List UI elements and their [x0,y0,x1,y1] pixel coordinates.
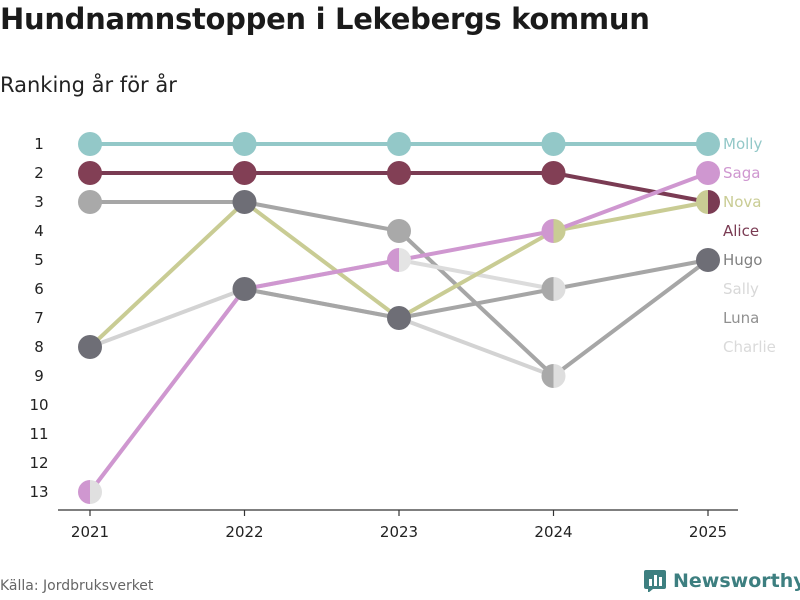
marker-hugo-2023 [387,306,411,330]
x-tick-label-2022: 2022 [225,523,263,541]
end-label-sally: Sally [723,280,759,298]
newsworthy-logo-icon [644,570,666,592]
end-label-luna: Luna [723,309,759,327]
marker-hugo-2025 [696,248,720,272]
end-label-alice: Alice [723,222,759,240]
marker-alice-2021 [78,161,102,185]
marker-luna-2023 [387,219,411,243]
newsworthy-logo-text: Newsworthy [673,570,800,592]
x-axis-ticks: 2021 2022 2023 2024 2025 [71,510,727,541]
marker-alice-2023 [387,161,411,185]
marker-molly-2023 [387,132,411,156]
y-tick-label-9: 9 [34,367,44,385]
marker-hugo-2021 [78,335,102,359]
y-tick-label-13: 13 [29,483,48,501]
y-tick-label-1: 1 [34,135,44,153]
marker-alice-2024 [541,161,566,185]
y-tick-label-10: 10 [29,396,48,414]
y-tick-label-7: 7 [34,309,44,327]
series-line-hugo [242,258,710,320]
source-note: Källa: Jordbruksverket [0,578,154,594]
series-markers [78,132,720,504]
end-label-molly: Molly [723,135,762,153]
marker-luna-2021 [78,190,102,214]
x-tick-label-2024: 2024 [534,523,572,541]
end-label-saga: Saga [723,164,760,182]
marker-hugo-2022 [232,277,257,301]
y-tick-label-5: 5 [34,251,44,269]
x-tick-label-2025: 2025 [689,523,727,541]
y-tick-label-6: 6 [34,280,44,298]
series-line-sally [88,258,556,494]
marker-molly-2024 [541,132,566,156]
newsworthy-logo[interactable]: Newsworthy [644,570,800,592]
marker-saga-2021 [78,480,102,504]
x-tick-label-2023: 2023 [380,523,418,541]
y-tick-label-12: 12 [29,454,48,472]
marker-luna-2024 [541,364,566,389]
x-tick-label-2021: 2021 [71,523,109,541]
y-tick-label-2: 2 [34,164,44,182]
marker-nova-2024 [541,219,566,243]
marker-saga-2025 [696,161,720,185]
series-end-labels: Molly Saga Nova Alice Hugo Sally Luna Charlie [723,135,776,356]
y-tick-label-11: 11 [29,425,48,443]
chart-title: Hundnamnstoppen i Lekebergs kommun [0,2,650,36]
marker-saga-2023 [387,248,411,272]
y-tick-label-3: 3 [34,193,44,211]
marker-hugo-2022 [232,190,257,214]
marker-luna-2024 [541,277,566,301]
marker-molly-2025 [696,132,720,156]
marker-molly-2021 [78,132,102,156]
end-label-nova: Nova [723,193,761,211]
marker-molly-2022 [232,132,257,156]
marker-alice-2022 [232,161,257,185]
marker-nova-2025 [696,190,720,214]
end-label-hugo: Hugo [723,251,763,269]
y-tick-label-4: 4 [34,222,44,240]
chart-subtitle: Ranking år för år [0,73,177,97]
end-label-charlie: Charlie [723,338,776,356]
y-tick-label-8: 8 [34,338,44,356]
